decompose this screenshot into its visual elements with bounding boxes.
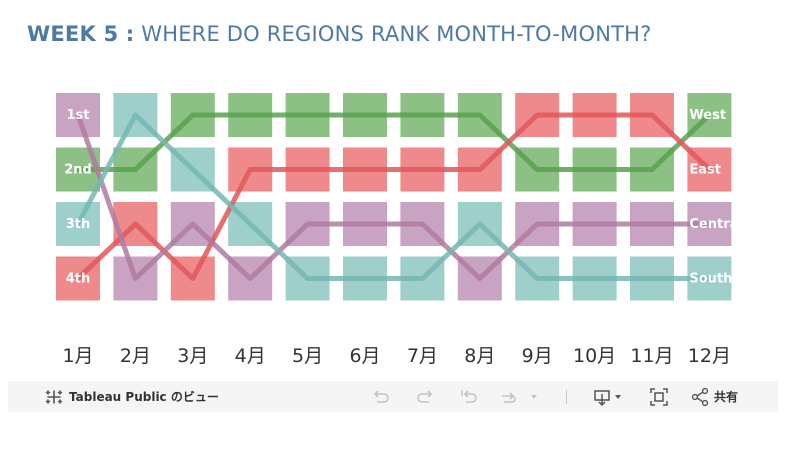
bump-chart: 1st 2nd 3th 4th West East Centra South 1月 2月 3月 4…: [56, 93, 738, 367]
fullscreen-button[interactable]: [648, 381, 670, 412]
redo-button[interactable]: [414, 381, 436, 412]
series-line-east: [75, 112, 712, 281]
fullscreen-icon: [650, 387, 668, 406]
share-button[interactable]: 共有: [690, 381, 738, 412]
share-label: 共有: [714, 390, 739, 404]
download-button[interactable]: [592, 381, 628, 412]
series-label-west: West: [689, 108, 726, 123]
pause-updates-button[interactable]: [498, 381, 538, 412]
rank-lines: [75, 112, 712, 281]
month-tick-label: 9月: [522, 345, 553, 367]
page-title: WEEK 5 : WHERE DO REGIONS RANK MONTH-TO-…: [27, 22, 651, 46]
series-label-east: East: [689, 163, 721, 178]
series-line-west: [75, 112, 712, 172]
revert-icon: [461, 389, 477, 403]
month-tick-label: 3月: [177, 345, 208, 367]
pause-icon: [502, 391, 537, 403]
month-tick-label: 5月: [292, 345, 323, 367]
month-tick-label: 10月: [573, 345, 616, 367]
x-axis-labels: 1月 2月 3月 4月 5月 6月 7月 8月 9月 10月 11月 12月: [62, 345, 731, 367]
month-tick-label: 12月: [688, 345, 731, 367]
tableau-public-label: Tableau Public のビュー: [69, 390, 219, 404]
month-tick-label: 2月: [120, 345, 151, 367]
share-icon: [691, 387, 709, 406]
month-tick-label: 8月: [464, 345, 495, 367]
month-tick-label: 7月: [407, 345, 438, 367]
rank-labels: 1st 2nd 3th 4th: [64, 108, 92, 287]
series-label-central: Centra: [689, 217, 738, 232]
toolbar-separator: [566, 390, 567, 404]
revert-button[interactable]: [458, 381, 480, 412]
series-line-central: [75, 112, 712, 281]
undo-icon: [373, 389, 389, 403]
title-week: WEEK 5 :: [27, 22, 135, 46]
rank-label: 1st: [67, 108, 90, 123]
redo-icon: [417, 389, 433, 403]
tableau-public-link[interactable]: Tableau Public のビュー: [44, 381, 219, 412]
download-icon: [594, 389, 621, 406]
month-tick-label: 4月: [235, 345, 266, 367]
series-end-labels: West East Centra South: [689, 108, 738, 287]
rank-tiles: [56, 93, 732, 301]
rank-label: 2nd: [64, 163, 92, 178]
series-label-south: South: [689, 272, 732, 287]
rank-label: 3th: [66, 217, 91, 232]
tableau-logo-icon: [45, 389, 63, 404]
month-tick-label: 1月: [62, 345, 93, 367]
undo-button[interactable]: [370, 381, 392, 412]
rank-label: 4th: [66, 272, 91, 287]
series-line-south: [75, 112, 712, 281]
title-question: WHERE DO REGIONS RANK MONTH-TO-MONTH?: [134, 22, 652, 46]
month-tick-label: 6月: [349, 345, 380, 367]
tableau-toolbar: Tableau Public のビュー: [8, 381, 778, 412]
month-tick-label: 11月: [630, 345, 673, 367]
